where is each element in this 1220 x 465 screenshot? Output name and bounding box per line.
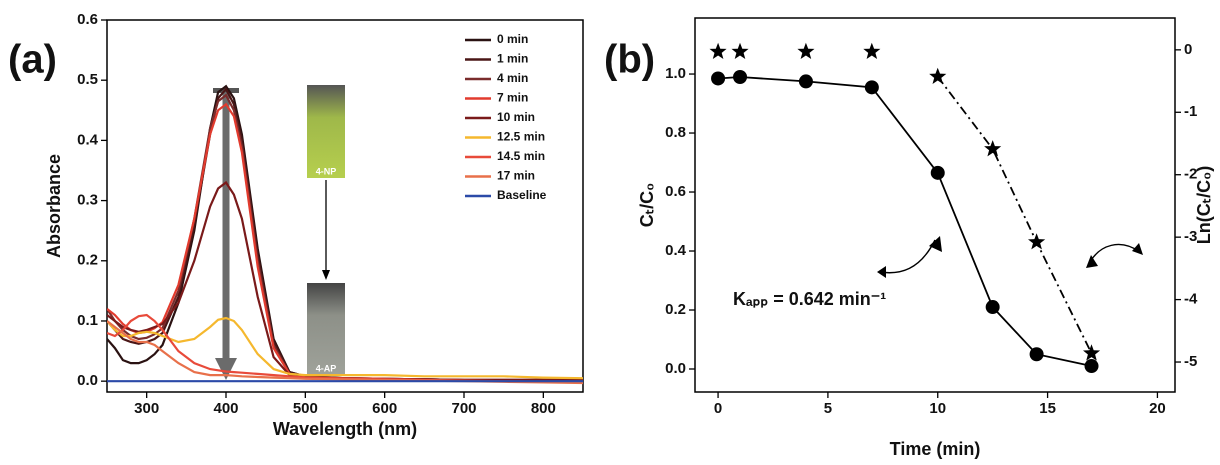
- legend-label: 14.5 min: [497, 149, 545, 163]
- data-point: [731, 42, 749, 59]
- conversion-arrow: [322, 180, 330, 280]
- x-tick-label: 15: [1039, 400, 1056, 417]
- legend-label: 10 min: [497, 110, 535, 124]
- y-tick-label: 0.2: [77, 252, 98, 269]
- x-tick-label: 10: [929, 400, 946, 417]
- panel-label: (b): [604, 38, 655, 82]
- data-point: [1084, 359, 1099, 374]
- x-tick-label: 5: [824, 400, 832, 417]
- data-point: [984, 140, 1002, 157]
- y-axis-title: Cₜ/C₀: [637, 183, 657, 227]
- data-point: [863, 42, 881, 59]
- y-tick-label: 0.3: [77, 192, 98, 209]
- x-axis-title: Time (min): [890, 439, 981, 459]
- y-tick-label: 0.4: [77, 131, 99, 148]
- y-axis-title: Absorbance: [44, 154, 64, 258]
- data-point: [733, 69, 748, 84]
- x-tick-label: 800: [531, 400, 556, 417]
- legend-label: 1 min: [497, 52, 528, 66]
- y2-tick-label: 0: [1184, 41, 1192, 58]
- annotation: Kₐₚₚ = 0.642 min⁻¹: [733, 289, 886, 309]
- y-tick-label: 0.0: [665, 360, 686, 377]
- data-point: [798, 74, 813, 89]
- annotation: 4-NP: [316, 166, 337, 176]
- y-tick-label: 0.0: [77, 372, 98, 389]
- data-point: [864, 80, 879, 95]
- y-tick-label: 0.8: [665, 124, 686, 141]
- data-point: [711, 71, 726, 86]
- x-tick-label: 300: [134, 400, 159, 417]
- y-tick-label: 0.6: [665, 183, 686, 200]
- cuvette-image: [307, 283, 345, 375]
- panel-label: (a): [8, 38, 57, 82]
- y2-tick-label: -4: [1184, 291, 1198, 308]
- data-point: [709, 42, 727, 59]
- legend-label: 4 min: [497, 71, 528, 85]
- series-line: [718, 76, 1092, 367]
- legend-label: 12.5 min: [497, 130, 545, 144]
- y-tick-label: 0.4: [665, 242, 687, 259]
- cuvette-image: [307, 85, 345, 178]
- x-tick-label: 600: [372, 400, 397, 417]
- y2-tick-label: -5: [1184, 353, 1197, 370]
- x-tick-label: 0: [714, 400, 722, 417]
- y-tick-label: 0.5: [77, 71, 98, 88]
- series-line: [936, 76, 1093, 354]
- y-tick-label: 0.2: [665, 301, 686, 318]
- x-tick-label: 20: [1149, 400, 1166, 417]
- data-point: [1083, 344, 1101, 361]
- legend-label: 7 min: [497, 91, 528, 105]
- reduction-arrow: [213, 88, 239, 380]
- y2-axis-title: Ln(Cₜ/C₀): [1194, 166, 1214, 244]
- annotation: 4-AP: [316, 363, 337, 373]
- data-point: [1029, 347, 1044, 362]
- data-point: [929, 67, 947, 84]
- x-axis-title: Wavelength (nm): [273, 419, 417, 439]
- y2-tick-label: -1: [1184, 103, 1197, 120]
- plot-frame: [694, 17, 1176, 393]
- legend-label: 17 min: [497, 169, 535, 183]
- legend-label: Baseline: [497, 188, 547, 202]
- y2-tick-label: -2: [1184, 166, 1197, 183]
- x-tick-label: 500: [293, 400, 318, 417]
- y2-tick-label: -3: [1184, 228, 1197, 245]
- y-tick-label: 1.0: [665, 65, 686, 82]
- series-line: [107, 316, 583, 380]
- plot-frame: [106, 19, 584, 393]
- x-tick-label: 700: [451, 400, 476, 417]
- data-point: [985, 300, 1000, 315]
- legend-label: 0 min: [497, 32, 528, 46]
- data-point: [1028, 233, 1046, 250]
- data-point: [797, 42, 815, 59]
- y-tick-label: 0.6: [77, 11, 98, 28]
- x-tick-label: 400: [213, 400, 238, 417]
- y-tick-label: 0.1: [77, 312, 98, 329]
- curved-arrow: [877, 236, 1143, 278]
- data-point: [930, 165, 945, 180]
